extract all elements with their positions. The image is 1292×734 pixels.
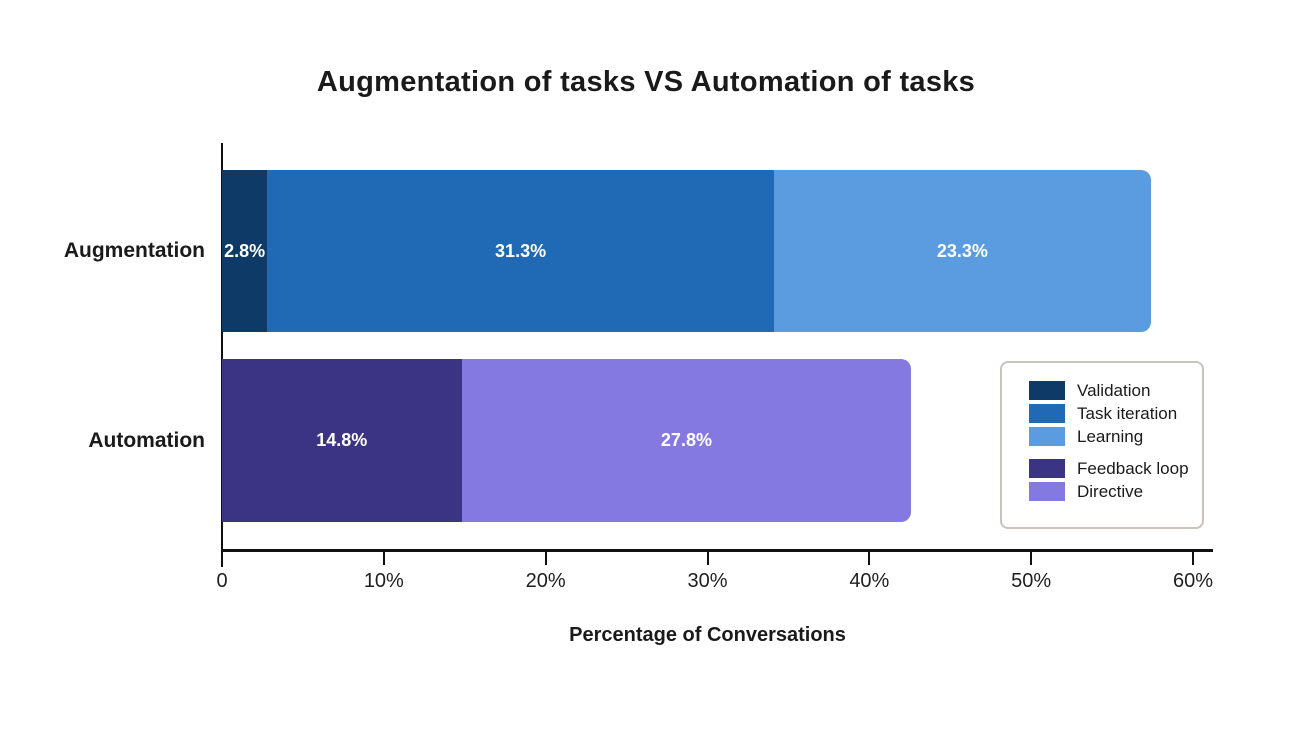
legend-swatch-icon xyxy=(1029,427,1065,446)
chart-title: Augmentation of tasks VS Automation of t… xyxy=(316,66,976,98)
x-tick-label-60: 60% xyxy=(1172,570,1214,592)
x-tick-mark-50 xyxy=(1030,552,1033,565)
x-tick-mark-30 xyxy=(706,552,709,565)
x-tick-mark-40 xyxy=(868,552,871,565)
x-axis-title: Percentage of Conversations xyxy=(569,624,846,646)
legend: Validation Task iteration Learning Feedback… xyxy=(1000,361,1204,529)
bar-automation: 14.8% 27.8% xyxy=(222,359,1193,522)
x-tick-label-10: 10% xyxy=(363,570,404,592)
x-tick-label-40: 40% xyxy=(849,570,890,592)
x-tick-mark-0 xyxy=(221,552,223,565)
legend-item-directive[interactable]: Directive xyxy=(1029,482,1202,501)
bar-segment-learning[interactable]: 23.3% xyxy=(773,170,1151,332)
x-tick-label-30: 30% xyxy=(687,570,728,592)
y-tick-label-augmentation: Augmentation xyxy=(63,239,205,262)
x-tick-label-50: 50% xyxy=(1011,570,1052,592)
bar-segment-directive[interactable]: 27.8% xyxy=(461,359,912,522)
legend-item-learning[interactable]: Learning xyxy=(1029,427,1202,446)
x-tick-mark-20 xyxy=(544,552,547,565)
legend-group-1: Validation Task iteration Learning xyxy=(1029,381,1202,446)
legend-swatch-icon xyxy=(1029,381,1065,400)
x-tick-label-20: 20% xyxy=(525,570,566,592)
legend-item-feedback-loop[interactable]: Feedback loop xyxy=(1029,459,1202,478)
legend-swatch-icon xyxy=(1029,459,1065,478)
x-tick-label-0: 0 xyxy=(216,570,228,592)
legend-label: Learning xyxy=(1077,427,1144,446)
x-tick-mark-10 xyxy=(382,552,385,565)
bar-segment-validation[interactable]: 2.8% xyxy=(222,170,268,332)
plot-area: 2.8% 31.3% 23.3% 14.8% 27.8% xyxy=(222,143,1193,551)
x-axis-spine xyxy=(221,549,1213,552)
bar-augmentation: 2.8% 31.3% 23.3% xyxy=(222,170,1193,332)
legend-swatch-icon xyxy=(1029,404,1065,423)
bar-segment-task-iteration[interactable]: 31.3% xyxy=(267,170,774,332)
legend-group-2: Feedback loop Directive xyxy=(1029,459,1202,501)
legend-item-task-iteration[interactable]: Task iteration xyxy=(1029,404,1202,423)
bar-segment-feedback-loop[interactable]: 14.8% xyxy=(222,359,462,522)
legend-label: Feedback loop xyxy=(1077,459,1189,478)
legend-label: Directive xyxy=(1077,482,1144,501)
legend-item-validation[interactable]: Validation xyxy=(1029,381,1202,400)
y-axis-spine xyxy=(221,143,223,567)
legend-label: Validation xyxy=(1077,381,1151,400)
legend-swatch-icon xyxy=(1029,482,1065,501)
y-tick-label-automation: Automation xyxy=(88,428,205,452)
x-tick-mark-60 xyxy=(1192,552,1194,565)
legend-label: Task iteration xyxy=(1077,404,1178,423)
